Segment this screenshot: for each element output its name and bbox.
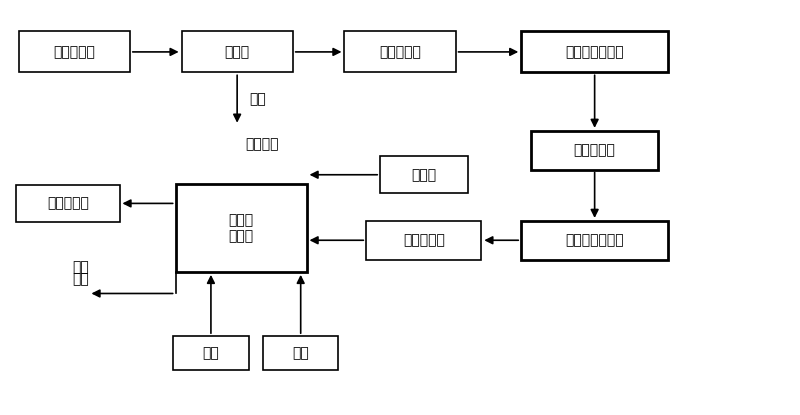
Text: 第一收集槽: 第一收集槽 [379,45,421,59]
Bar [18,32,130,72]
Bar [175,184,306,272]
Bar [531,131,658,170]
Text: 氮源: 氮源 [292,346,309,360]
Text: 加碱液: 加碱液 [411,168,436,182]
Bar [521,221,668,260]
Bar [344,32,456,72]
Text: 初沉池: 初沉池 [225,45,250,59]
Text: 沉淀分离: 沉淀分离 [245,137,278,151]
Text: 阳离子交换设备: 阳离子交换设备 [566,233,624,247]
Text: 一级石灰法除氟: 一级石灰法除氟 [566,45,624,59]
Bar [380,156,467,193]
Bar [173,336,249,370]
Text: 第三收集槽: 第三收集槽 [403,233,445,247]
Bar [263,336,338,370]
Bar [182,32,293,72]
Text: 出水: 出水 [72,260,89,274]
Text: 鸟粪石
反应器: 鸟粪石 反应器 [229,213,254,243]
Text: 第二收集槽: 第二收集槽 [574,143,615,157]
Bar [16,185,119,222]
Bar [521,32,668,72]
Text: 镁源: 镁源 [202,346,219,360]
Text: 磷化工废水: 磷化工废水 [54,45,95,59]
Text: 回用: 回用 [72,272,89,286]
Text: 沉降: 沉降 [249,92,266,106]
Bar [366,221,482,260]
Text: 磷酸铵镁肥: 磷酸铵镁肥 [47,196,89,210]
